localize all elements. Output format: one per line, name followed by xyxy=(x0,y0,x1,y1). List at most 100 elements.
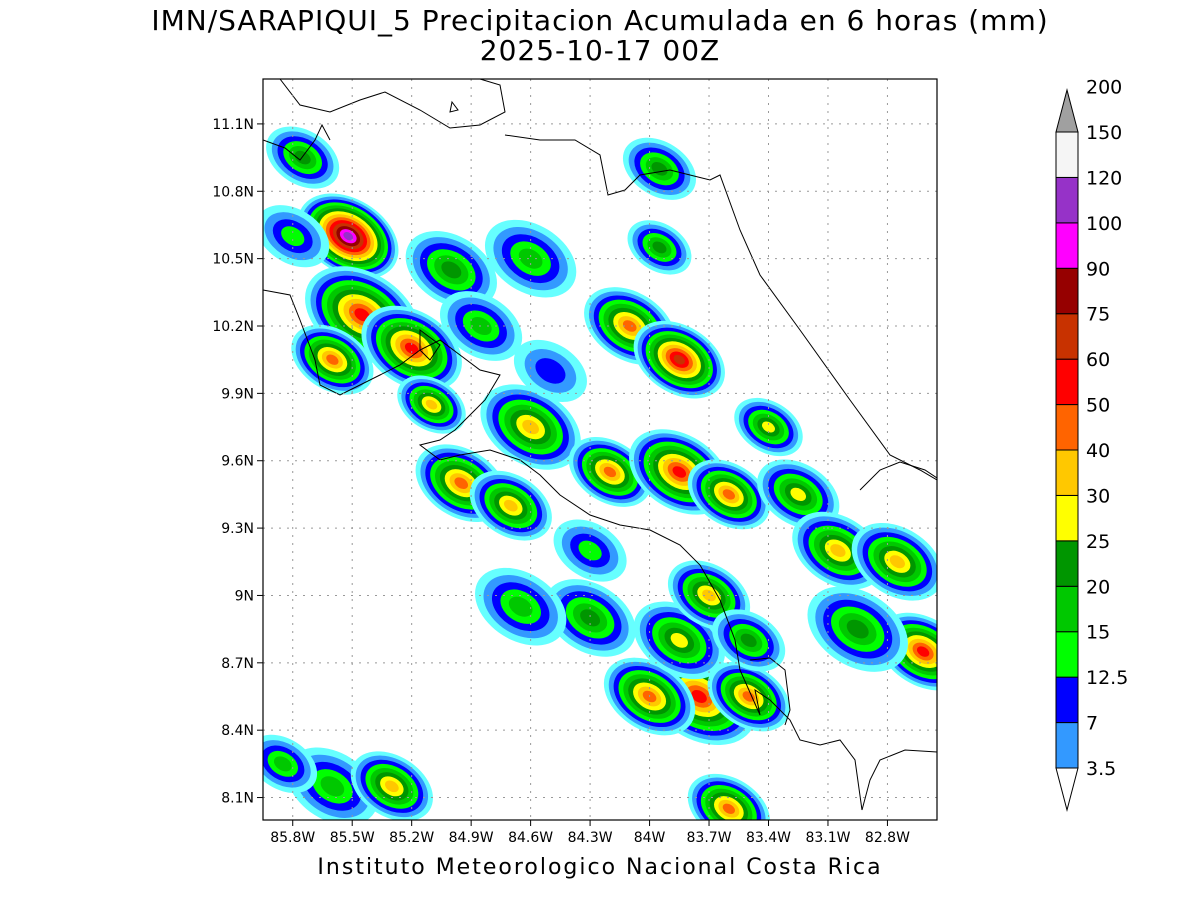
rain-contour xyxy=(503,499,518,512)
rain-contour xyxy=(385,780,399,793)
colorbar-swatch xyxy=(1055,358,1079,406)
map-subtitle: 2025-10-17 00Z xyxy=(479,34,721,67)
rain-cell xyxy=(807,586,908,672)
lat-tick-label: 9.6N xyxy=(221,454,254,470)
colorbar-label: 30 xyxy=(1086,485,1110,507)
graticule xyxy=(263,79,937,820)
rain-contour xyxy=(652,241,667,254)
lat-tick-label: 8.7N xyxy=(221,656,254,672)
rain-contour xyxy=(889,555,905,569)
colorbar-label: 100 xyxy=(1086,213,1122,235)
colorbar-label: 12.5 xyxy=(1086,667,1128,689)
lat-tick-label: 8.1N xyxy=(221,791,254,807)
rain-contour xyxy=(722,803,735,814)
rain-cell xyxy=(712,609,786,672)
rain-contour xyxy=(294,150,311,165)
rain-cell xyxy=(513,339,587,402)
precipitation-field xyxy=(263,126,937,820)
rain-contour xyxy=(425,399,438,410)
lat-tick-label: 11.1N xyxy=(212,117,254,133)
lon-tick-label: 83.1W xyxy=(805,830,850,846)
rain-cell xyxy=(544,579,636,657)
colorbar-label: 60 xyxy=(1086,349,1110,371)
lat-tick-label: 10.5N xyxy=(212,252,254,268)
rain-cell xyxy=(484,219,577,298)
colorbar-label: 50 xyxy=(1086,395,1110,417)
rain-contour xyxy=(673,354,685,365)
colorbar-swatch xyxy=(1055,540,1079,587)
colorbar-label: 15 xyxy=(1086,622,1110,644)
colorbar-label: 20 xyxy=(1086,576,1110,598)
rain-contour xyxy=(578,540,602,561)
colorbar: 3.5 7 12.5 15 20 25 30 40 50 60 75 90 100 120 150 200 xyxy=(1055,77,1128,812)
rain-cell xyxy=(687,459,770,530)
rain-contour xyxy=(454,477,469,489)
rain-cell xyxy=(439,291,523,361)
coastline-borders xyxy=(263,79,937,811)
rain-cell xyxy=(469,470,552,541)
rain-contour xyxy=(846,619,869,639)
colorbar-bottom-arrow xyxy=(1055,767,1079,812)
lon-tick-label: 83.7W xyxy=(687,830,732,846)
rain-contour xyxy=(742,691,755,702)
rain-contour xyxy=(762,421,775,433)
colorbar-top-arrow xyxy=(1055,88,1079,133)
rain-contour xyxy=(535,358,566,384)
rain-contour xyxy=(740,633,757,648)
latitude-labels: 11.1N 10.8N 10.5N 10.2N 9.9N 9.6N 9.3N 9N 8.7N 8.… xyxy=(212,117,263,807)
rain-contour xyxy=(691,689,707,704)
lat-tick-label: 9.3N xyxy=(221,521,254,537)
colorbar-swatch xyxy=(1055,131,1079,178)
map-figure: 11.1N 10.8N 10.5N 10.2N 9.9N 9.6N 9.3N 9N 8.7N 8.… xyxy=(212,77,1128,846)
lon-tick-label: 84W xyxy=(634,830,666,846)
colorbar-swatch xyxy=(1055,631,1079,678)
lon-tick-label: 84.9W xyxy=(449,830,494,846)
colorbar-swatch xyxy=(1055,585,1079,633)
colorbar-swatch xyxy=(1055,676,1079,724)
colorbar-label: 3.5 xyxy=(1086,758,1116,780)
rain-cell xyxy=(734,397,803,457)
rain-contour xyxy=(722,489,735,500)
rain-cell xyxy=(350,751,433,820)
colorbar-swatch xyxy=(1055,449,1079,496)
rain-contour xyxy=(343,232,354,241)
rain-cell xyxy=(480,384,581,470)
lon-tick-label: 85.8W xyxy=(270,830,315,846)
rain-contour xyxy=(670,633,688,648)
lon-tick-label: 85.2W xyxy=(389,830,434,846)
rain-cell xyxy=(851,522,937,601)
rain-contour xyxy=(518,248,543,269)
rain-cell xyxy=(707,661,790,732)
lon-tick-label: 84.6W xyxy=(508,830,553,846)
colorbar-label: 7 xyxy=(1086,713,1098,735)
colorbar-swatch xyxy=(1055,176,1079,224)
rain-contour xyxy=(672,466,687,478)
colorbar-swatch xyxy=(1055,494,1079,542)
rain-cell xyxy=(291,324,374,395)
rain-contour xyxy=(603,466,617,478)
rain-cell xyxy=(266,126,340,189)
rain-contour xyxy=(790,487,807,502)
rain-cell xyxy=(757,459,840,530)
map-title: IMN/SARAPIQUI_5 Precipitacion Acumulada … xyxy=(151,4,1049,37)
rain-contour xyxy=(522,419,539,435)
colorbar-swatch xyxy=(1055,313,1079,360)
rain-contour xyxy=(320,776,345,797)
colorbar-swatch xyxy=(1055,722,1079,769)
rain-contour xyxy=(441,261,462,279)
rain-contour xyxy=(702,589,716,602)
rain-contour xyxy=(354,308,370,322)
colorbar-label: 40 xyxy=(1086,440,1110,462)
lon-tick-label: 84.3W xyxy=(568,830,613,846)
colorbar-swatch xyxy=(1055,222,1079,269)
colorbar-label: 200 xyxy=(1086,77,1122,99)
plot-frame xyxy=(262,78,938,821)
lon-tick-label: 82.8W xyxy=(865,830,910,846)
colorbar-label: 75 xyxy=(1086,304,1110,326)
longitude-labels: 85.8W 85.5W 85.2W 84.9W 84.6W 84.3W 84W 83.7W 83… xyxy=(270,820,910,846)
rain-cell xyxy=(568,437,652,507)
lat-tick-label: 10.2N xyxy=(212,319,254,335)
rain-contour xyxy=(281,226,305,247)
rain-contour xyxy=(404,342,419,355)
rain-cell xyxy=(361,305,462,392)
